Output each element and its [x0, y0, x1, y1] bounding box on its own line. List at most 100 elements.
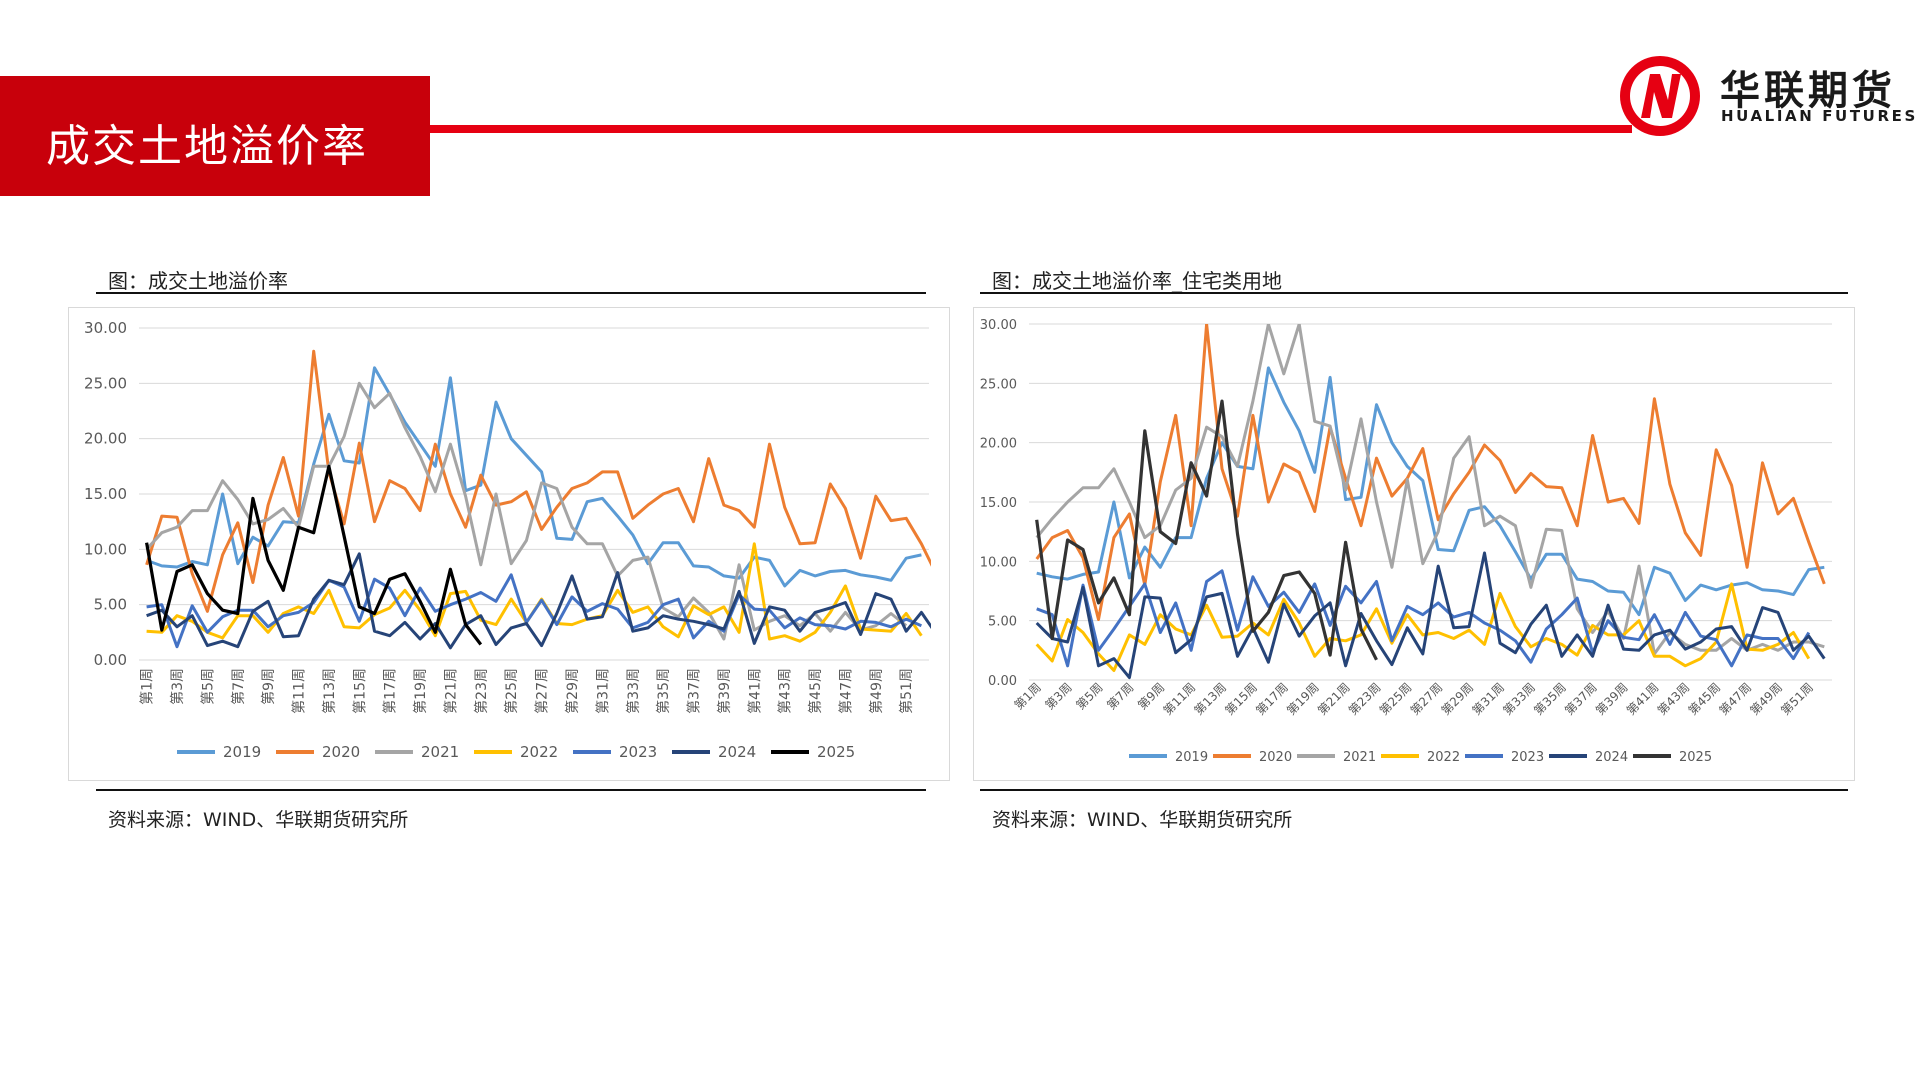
x-tick-label: 第25周 [1377, 680, 1415, 718]
legend-label-2025: 2025 [1679, 750, 1712, 765]
x-tick-label: 第7周 [230, 668, 247, 705]
y-tick-label: 5.00 [94, 596, 127, 614]
x-tick-label: 第13周 [321, 668, 338, 714]
chart1-top-rule [96, 292, 926, 294]
series-line-2025 [1035, 399, 1378, 661]
x-tick-label: 第33周 [1500, 680, 1538, 718]
x-tick-label: 第41周 [746, 668, 763, 714]
chart2-caption: 图：成交土地溢价率_住宅类用地 [992, 269, 1282, 293]
page-title: 成交土地溢价率 [46, 121, 368, 172]
x-tick-label: 第41周 [1624, 680, 1662, 718]
x-tick-label: 第3周 [1042, 680, 1074, 712]
x-tick-label: 第1周 [139, 668, 156, 705]
x-tick-label: 第47周 [837, 668, 854, 714]
y-tick-label: 0.00 [94, 651, 127, 669]
x-tick-label: 第15周 [1222, 680, 1260, 718]
logo-english-name: HUALIAN FUTURES [1721, 107, 1918, 125]
x-tick-label: 第27周 [534, 668, 551, 714]
x-tick-label: 第51周 [898, 668, 915, 714]
series-line-2020 [145, 349, 931, 613]
x-tick-label: 第27周 [1408, 680, 1446, 718]
legend-label-2019: 2019 [223, 743, 261, 761]
x-tick-label: 第9周 [260, 668, 277, 705]
y-tick-label: 25.00 [980, 377, 1017, 392]
series-line-2024 [146, 552, 931, 650]
x-tick-label: 第43周 [777, 668, 794, 714]
legend-label-2024: 2024 [1595, 750, 1628, 765]
x-tick-label: 第17周 [1253, 680, 1291, 718]
x-tick-label: 第7周 [1104, 680, 1136, 712]
x-tick-label: 第3周 [169, 668, 186, 705]
legend-label-2022: 2022 [520, 743, 558, 761]
chart2-source: 资料来源：WIND、华联期货研究所 [992, 809, 1293, 831]
y-tick-label: 15.00 [84, 485, 127, 503]
x-tick-label: 第17周 [382, 668, 399, 714]
x-tick-label: 第5周 [1073, 680, 1105, 712]
x-tick-label: 第19周 [1284, 680, 1322, 718]
x-tick-label: 第33周 [625, 668, 642, 714]
y-tick-label: 20.00 [980, 437, 1017, 452]
series-line-2019 [146, 366, 922, 588]
company-logo [1620, 56, 1700, 136]
x-tick-label: 第37周 [686, 668, 703, 714]
title-underline [430, 125, 1632, 133]
x-tick-label: 第11周 [291, 668, 308, 714]
series-line-2023 [1036, 569, 1811, 668]
series-line-2019 [1036, 366, 1825, 617]
y-tick-label: 30.00 [84, 319, 127, 337]
series-line-2020 [1035, 324, 1826, 621]
legend-label-2024: 2024 [718, 743, 756, 761]
chart2-bottom-rule [980, 789, 1848, 791]
x-tick-label: 第39周 [1593, 680, 1631, 718]
chart2-frame: 0.00 5.00 10.00 15.00 20.00 25.00 30.00 第1周 第3周第… [973, 307, 1855, 781]
y-tick-label: 25.00 [84, 374, 127, 392]
x-tick-label: 第13周 [1191, 680, 1229, 718]
y-tick-label: 10.00 [980, 555, 1017, 570]
x-tick-label: 第31周 [594, 668, 611, 714]
x-tick-label: 第31周 [1469, 680, 1507, 718]
x-tick-label: 第29周 [564, 668, 581, 714]
chart2-top-rule [980, 292, 1848, 294]
series-line-2025 [145, 464, 483, 646]
x-tick-label: 第21周 [1315, 680, 1353, 718]
chart1-bottom-rule [96, 789, 926, 791]
x-tick-label: 第37周 [1562, 680, 1600, 718]
series-line-2021 [145, 381, 908, 641]
legend-label-2022: 2022 [1427, 750, 1460, 765]
logo-n-icon [1641, 74, 1681, 118]
x-tick-label: 第15周 [351, 668, 368, 714]
x-tick-label: 第5周 [199, 668, 216, 705]
legend-label-2019: 2019 [1175, 750, 1208, 765]
legend-label-2021: 2021 [421, 743, 459, 761]
logo-chinese-name: 华联期货 [1720, 68, 1896, 114]
chart1-caption: 图：成交土地溢价率 [108, 269, 288, 293]
x-tick-label: 第47周 [1717, 680, 1755, 718]
legend-label-2020: 2020 [1259, 750, 1292, 765]
y-tick-label: 5.00 [988, 615, 1017, 630]
x-tick-label: 第51周 [1778, 680, 1816, 718]
x-tick-label: 第39周 [716, 668, 733, 714]
chart2-svg: 0.005.0010.0015.0020.0025.0030.00第1周第3周第… [980, 318, 1832, 765]
x-tick-label: 第23周 [1346, 680, 1384, 718]
x-tick-label: 第19周 [412, 668, 429, 714]
legend-label-2021: 2021 [1343, 750, 1376, 765]
legend-label-2023: 2023 [619, 743, 657, 761]
x-tick-label: 第35周 [1531, 680, 1569, 718]
x-tick-label: 第23周 [473, 668, 490, 714]
x-tick-label: 第21周 [442, 668, 459, 714]
x-tick-label: 第11周 [1161, 680, 1199, 718]
y-tick-label: 10.00 [84, 540, 127, 558]
y-tick-label: 0.00 [988, 674, 1017, 689]
y-tick-label: 20.00 [84, 430, 127, 448]
x-tick-label: 第35周 [655, 668, 672, 714]
legend-label-2020: 2020 [322, 743, 360, 761]
chart1-svg: 0.005.0010.0015.0020.0025.0030.00第1周 第3周第… [84, 319, 931, 761]
x-tick-label: 第45周 [807, 668, 824, 714]
series-line-2021 [1035, 324, 1825, 656]
series-line-2024 [1035, 551, 1826, 680]
x-tick-label: 第25周 [503, 668, 520, 714]
legend-label-2023: 2023 [1511, 750, 1544, 765]
chart1-frame: 0.00 5.00 10.00 15.00 20.00 25.00 30.00 第1周 第3周第… [68, 307, 950, 781]
y-tick-label: 15.00 [980, 496, 1017, 511]
x-tick-label: 第49周 [1747, 680, 1785, 718]
